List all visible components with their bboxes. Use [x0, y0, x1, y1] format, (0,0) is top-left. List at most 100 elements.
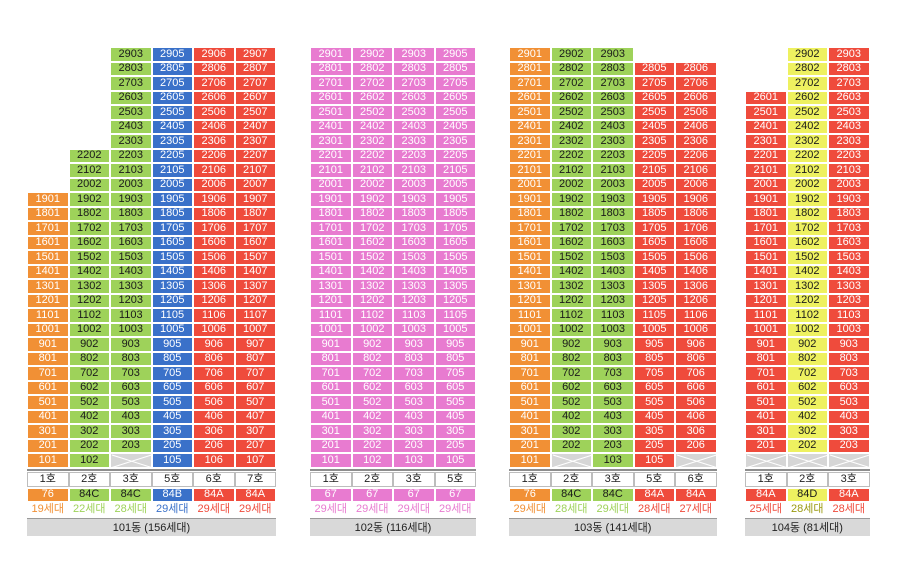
unit-cell: 1901: [509, 192, 551, 207]
unit-cell: 1505: [434, 250, 476, 265]
unit-area: 67: [310, 487, 352, 502]
unit-cell: 2202: [550, 148, 592, 163]
unit-cell: 2102: [351, 163, 393, 178]
unit-cell: 1403: [828, 264, 870, 279]
unit-cell: 1903: [110, 192, 152, 207]
unit-cell: 602: [550, 380, 592, 395]
unit-cell: 2307: [234, 134, 276, 149]
unit-cell: 802: [68, 351, 110, 366]
unit-cell: 803: [592, 351, 634, 366]
unit-cell: 1806: [675, 206, 717, 221]
unit-cell: 801: [745, 351, 787, 366]
unit-cell: 1206: [193, 293, 235, 308]
unit-cell: 105: [434, 453, 476, 468]
unit-cell: 1703: [393, 221, 435, 236]
unit-cell: 1303: [110, 279, 152, 294]
unit-cell: 602: [786, 380, 828, 395]
ho-label: 2호: [550, 472, 592, 487]
ho-label: 5호: [151, 472, 193, 487]
unit-cell: 1306: [193, 279, 235, 294]
unit-cell: 2003: [592, 177, 634, 192]
unit-cell: 2601: [509, 90, 551, 105]
unit-cell: 2701: [509, 76, 551, 91]
unit-cell: 1805: [434, 206, 476, 221]
unit-cell: 1701: [310, 221, 352, 236]
unit-cell: 2002: [68, 177, 110, 192]
unit-cell: 1603: [110, 235, 152, 250]
ho-label: 5호: [633, 472, 675, 487]
unit-cell: 903: [828, 337, 870, 352]
unit-cell: 2006: [193, 177, 235, 192]
unit-cell: 2501: [509, 105, 551, 120]
unit-area: 84D: [786, 487, 828, 502]
unit-cell: 2606: [675, 90, 717, 105]
unit-cell: 1901: [745, 192, 787, 207]
unit-cell: 705: [434, 366, 476, 381]
unit-cell: 1006: [193, 322, 235, 337]
unit-cell: 1702: [786, 221, 828, 236]
unit-cell: 303: [828, 424, 870, 439]
unit-cell: 201: [27, 438, 69, 453]
unit-cell: 1902: [786, 192, 828, 207]
building-label: 102동 (116세대): [310, 517, 476, 536]
ho-label: 2호: [786, 472, 828, 487]
unit-cell: 1602: [550, 235, 592, 250]
unit-cell: 901: [27, 337, 69, 352]
unit-area: 76: [27, 487, 69, 502]
unit-cell: 803: [110, 351, 152, 366]
unit-cell: 1806: [193, 206, 235, 221]
unit-cell: 1705: [434, 221, 476, 236]
unit-cell: 2103: [110, 163, 152, 178]
unit-cell: 205: [151, 438, 193, 453]
unit-cell: 1603: [393, 235, 435, 250]
unit-cell: 801: [27, 351, 69, 366]
unit-cell: 2903: [592, 47, 634, 62]
unit-cell: 203: [592, 438, 634, 453]
unit-cell: 502: [351, 395, 393, 410]
unit-cell: 702: [351, 366, 393, 381]
unit-cell: 2801: [310, 61, 352, 76]
unit-cell: 706: [193, 366, 235, 381]
unit-cell: 1903: [592, 192, 634, 207]
unit-cell: 505: [151, 395, 193, 410]
unit-cell: 801: [509, 351, 551, 366]
unit-cell: 1303: [393, 279, 435, 294]
unit-cell: 501: [310, 395, 352, 410]
unit-cell: 303: [592, 424, 634, 439]
unit-cell: 503: [110, 395, 152, 410]
unit-cell: 2706: [675, 76, 717, 91]
unit-area: 67: [393, 487, 435, 502]
unit-cell: 301: [27, 424, 69, 439]
unit-cell: 2502: [351, 105, 393, 120]
unit-cell: 2101: [745, 163, 787, 178]
households-count: 29세대: [509, 502, 551, 517]
unit-cell: 1502: [550, 250, 592, 265]
unit-cell: 1407: [234, 264, 276, 279]
unit-cell: 2003: [828, 177, 870, 192]
unit-cell: 1401: [509, 264, 551, 279]
unit-cell: 703: [592, 366, 634, 381]
unit-cell: 1603: [592, 235, 634, 250]
unit-cell: 1702: [351, 221, 393, 236]
unit-cell: 1705: [151, 221, 193, 236]
households-count: 29세대: [351, 502, 393, 517]
unit-cell: 405: [151, 409, 193, 424]
unit-cell: 2703: [592, 76, 634, 91]
unit-cell: 2203: [592, 148, 634, 163]
households-count: 29세대: [151, 502, 193, 517]
unit-cell: 2302: [786, 134, 828, 149]
unit-cell: 2002: [351, 177, 393, 192]
unit-cell: 2802: [550, 61, 592, 76]
unit-cell: 302: [550, 424, 592, 439]
households-count: 29세대: [592, 502, 634, 517]
building-label: 104동 (81세대): [745, 517, 870, 536]
unit-cell: 302: [68, 424, 110, 439]
unit-cell: 301: [509, 424, 551, 439]
unit-cell: 1001: [310, 322, 352, 337]
unit-cell: 105: [151, 453, 193, 468]
unit-cell: 2905: [151, 47, 193, 62]
unit-cell: 905: [633, 337, 675, 352]
unit-cell: 505: [434, 395, 476, 410]
unit-cell: 1905: [633, 192, 675, 207]
unit-cell: 2902: [351, 47, 393, 62]
